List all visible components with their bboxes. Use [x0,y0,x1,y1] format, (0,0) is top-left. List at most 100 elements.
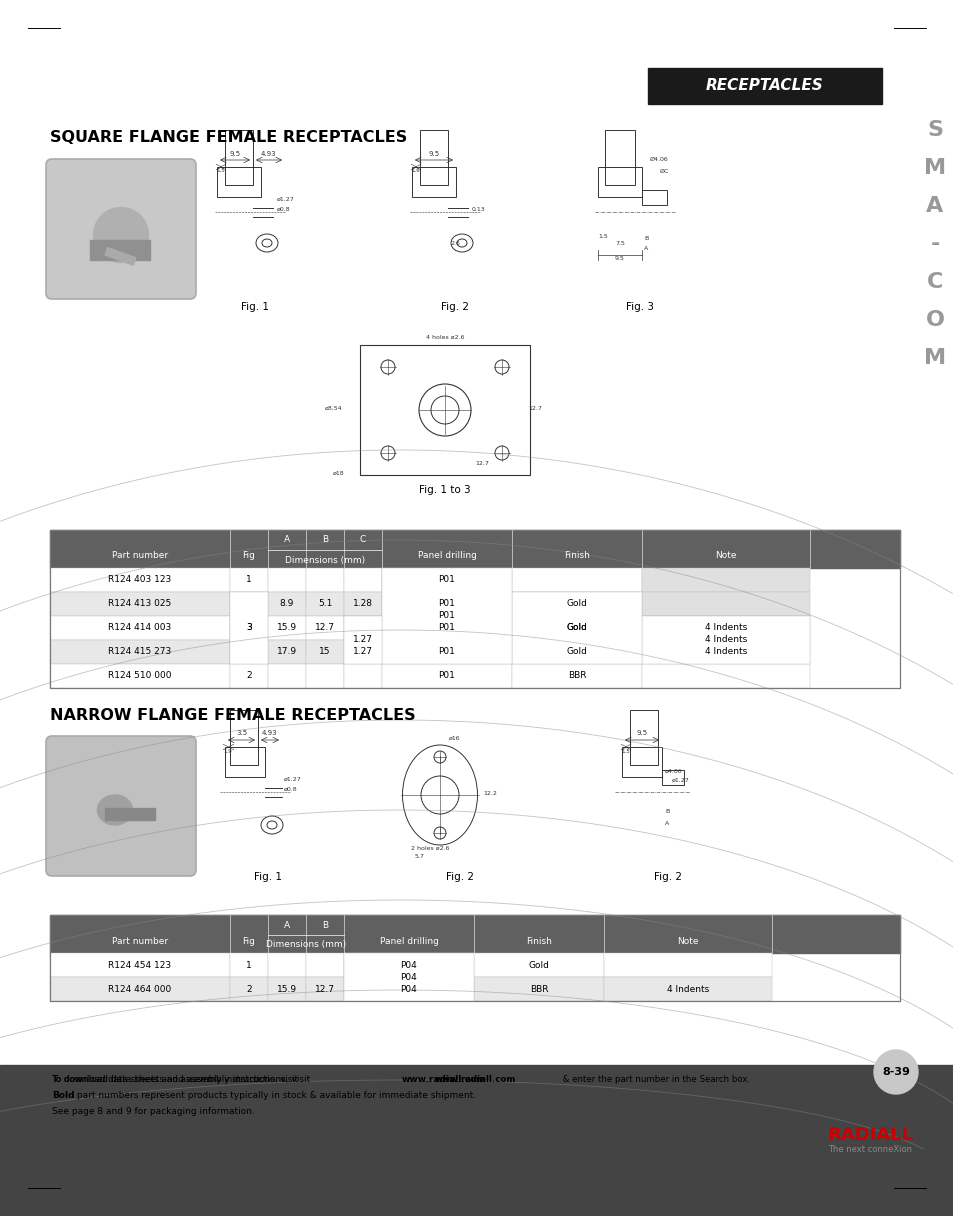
Text: ø0.8: ø0.8 [276,207,291,212]
Text: P01: P01 [438,575,455,585]
Text: -: - [929,233,939,254]
Text: 1: 1 [246,961,252,969]
Text: R124 464 000: R124 464 000 [109,985,172,993]
Text: 1: 1 [246,575,252,585]
Text: 1.5: 1.5 [598,233,607,240]
Text: 1.28: 1.28 [353,599,373,608]
Bar [381,568,512,592]
Bar [359,345,530,475]
Text: ø1.27: ø1.27 [284,777,301,782]
Text: 9.5: 9.5 [615,257,624,261]
Text: 12.7: 12.7 [475,461,488,466]
Text: P01: P01 [438,599,455,608]
Text: B: B [321,535,328,545]
Text: ø1.27: ø1.27 [671,778,689,783]
Bar [225,747,265,777]
Bar [412,167,456,197]
Text: R124 403 123: R124 403 123 [109,575,172,585]
Text: R124 414 003: R124 414 003 [109,624,172,632]
Text: 1.6: 1.6 [411,168,420,173]
Text: 3.5: 3.5 [236,730,247,736]
Bar [381,617,512,640]
Bar [306,568,344,592]
Text: P01: P01 [438,612,455,620]
Bar [381,592,512,617]
Bar [344,664,381,688]
Text: ø8.54: ø8.54 [324,406,341,411]
Bar [268,953,306,976]
Text: M: M [923,348,945,368]
Bar [641,592,809,617]
Text: C: C [926,272,943,292]
Text: 12.2: 12.2 [482,790,497,796]
Text: P01: P01 [438,624,455,632]
Bar [603,953,771,976]
Text: 17.9: 17.9 [276,647,296,657]
Text: 2 holes ø2.6: 2 holes ø2.6 [411,846,449,851]
Bar [641,617,809,664]
Text: Finish: Finish [563,552,589,561]
Text: P01: P01 [438,647,455,657]
Text: Fig. 1: Fig. 1 [241,302,269,313]
Bar [306,592,344,617]
Text: 4 Indents: 4 Indents [704,624,746,632]
Text: part numbers represent products typically in stock & available for immediate shi: part numbers represent products typicall… [74,1092,476,1100]
Text: & enter the part number in the Search box.: & enter the part number in the Search bo… [559,1075,749,1085]
Text: R124 413 025: R124 413 025 [109,599,172,608]
Bar [474,953,603,976]
Text: ø0.8: ø0.8 [284,787,297,792]
Bar [344,953,474,1001]
Text: 2.6: 2.6 [450,241,459,246]
Bar [647,68,882,105]
Text: Fig. 1 to 3: Fig. 1 to 3 [418,485,471,495]
Bar [268,664,306,688]
Bar [50,530,899,568]
Text: Dimensions (mm): Dimensions (mm) [266,940,346,950]
Text: ø4.06: ø4.06 [664,769,682,775]
Text: M: M [923,158,945,178]
Bar [50,592,230,617]
Bar [50,914,899,1001]
Bar [306,976,344,1001]
Bar [268,592,306,617]
Text: 12.7: 12.7 [314,985,335,993]
Text: 4 holes ø2.6: 4 holes ø2.6 [425,334,464,340]
Bar [306,664,344,688]
Bar [306,953,344,976]
Bar [474,976,603,1001]
Text: ØC: ØC [659,169,669,174]
Text: 7.5: 7.5 [615,241,624,246]
Text: A: A [925,196,943,216]
Text: P04: P04 [400,961,416,969]
Text: 1.5: 1.5 [621,749,630,754]
Text: www.radiall.com: www.radiall.com [435,1075,516,1085]
Text: Gold: Gold [566,599,587,608]
Text: Ø4.06: Ø4.06 [649,157,668,162]
Text: P01: P01 [438,671,455,681]
Text: 1.27: 1.27 [353,636,373,644]
Text: 12.7: 12.7 [314,624,335,632]
Text: 4.93: 4.93 [262,730,277,736]
Bar [598,167,641,197]
Text: Gold: Gold [566,624,587,632]
Text: 15.9: 15.9 [276,624,296,632]
Text: 0.13: 0.13 [472,207,485,212]
Text: Fig: Fig [242,552,255,561]
Text: A: A [284,921,290,929]
Text: To download data sheets and assembly instructions, visit: To download data sheets and assembly ins… [52,1075,313,1085]
Text: A: A [643,246,648,250]
Text: Fig: Fig [242,936,255,946]
Bar [50,976,230,1001]
Bar [50,953,230,976]
Bar [225,130,253,185]
Bar [621,747,661,777]
Bar [512,592,641,664]
Text: ø16: ø16 [449,736,460,741]
Text: Dimensions (mm): Dimensions (mm) [285,556,365,564]
Bar [344,617,381,664]
Text: 3: 3 [246,624,252,632]
Text: The next conneXion: The next conneXion [827,1145,911,1154]
Text: Fig. 2: Fig. 2 [440,302,469,313]
Text: 12.7: 12.7 [527,406,541,411]
Bar [661,770,683,786]
